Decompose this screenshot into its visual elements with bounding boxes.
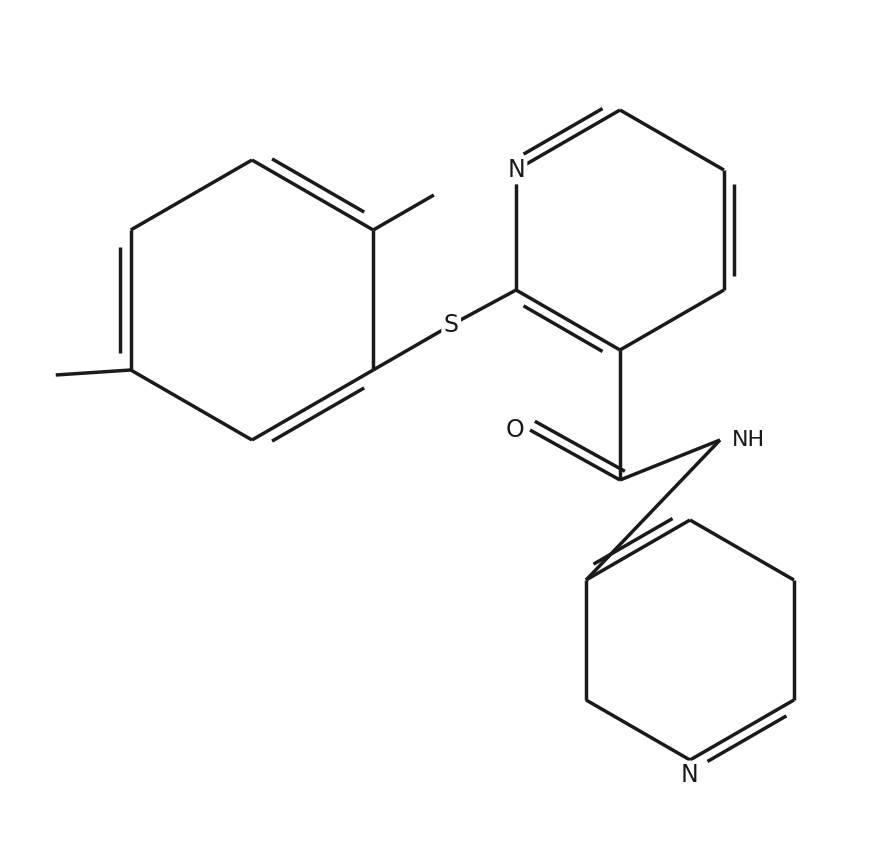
Text: O: O bbox=[506, 418, 525, 442]
Text: NH: NH bbox=[732, 430, 765, 450]
Text: N: N bbox=[681, 763, 699, 787]
Text: S: S bbox=[444, 313, 459, 337]
Text: N: N bbox=[507, 158, 525, 182]
